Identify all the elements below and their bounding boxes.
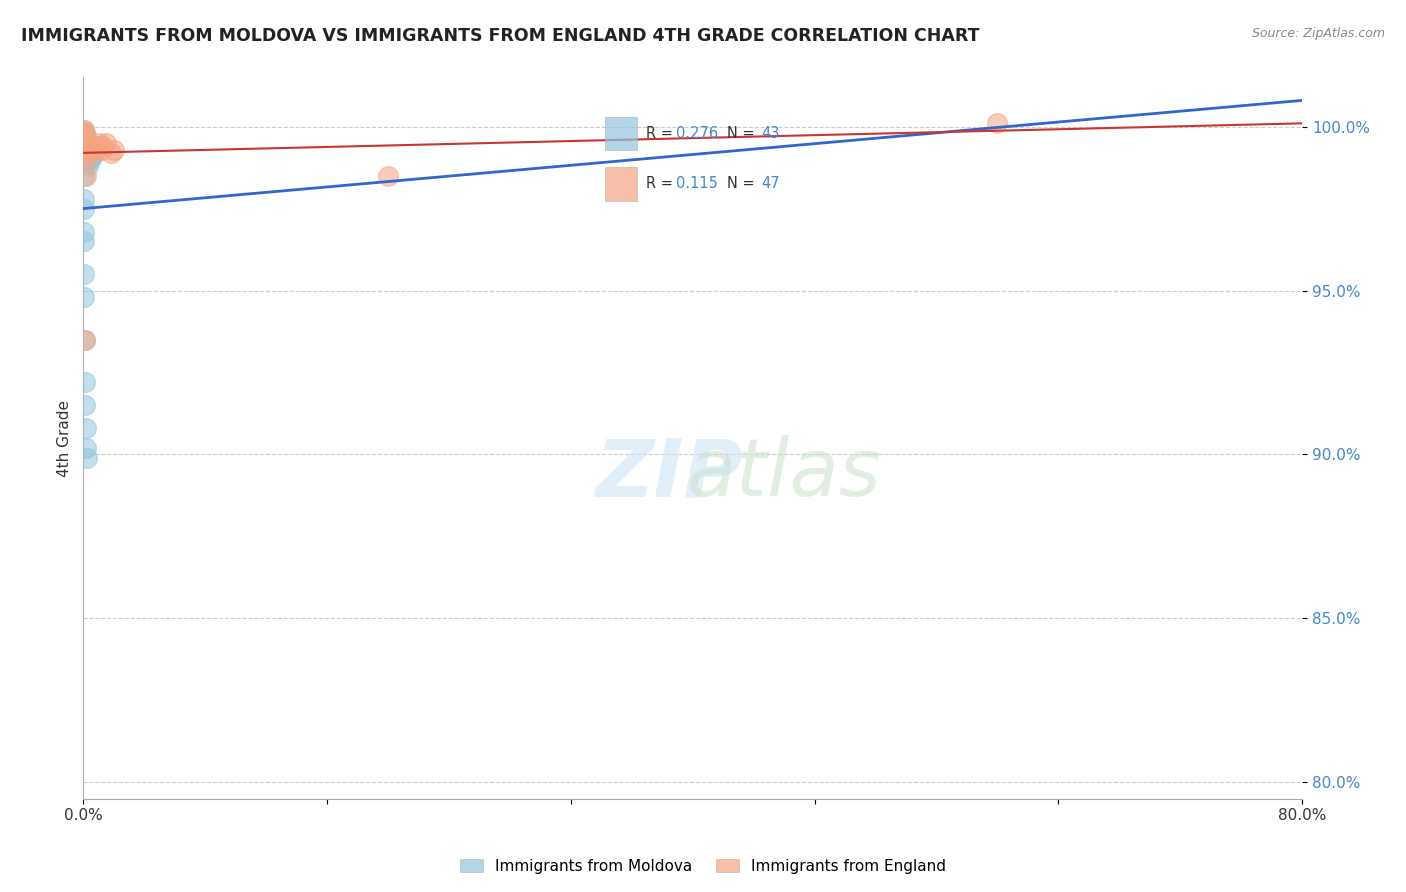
Point bbox=[86, 139, 108, 153]
Point bbox=[76, 143, 98, 157]
Point bbox=[75, 169, 97, 183]
Point bbox=[80, 153, 103, 167]
Text: ZIP: ZIP bbox=[595, 435, 742, 513]
Point bbox=[90, 143, 112, 157]
Point bbox=[377, 169, 399, 183]
Point bbox=[79, 139, 101, 153]
Point bbox=[73, 126, 96, 140]
Point bbox=[76, 136, 98, 150]
Point bbox=[75, 136, 97, 150]
Point bbox=[73, 235, 96, 249]
Y-axis label: 4th Grade: 4th Grade bbox=[58, 400, 72, 476]
Point bbox=[77, 143, 100, 157]
Point bbox=[75, 136, 97, 150]
Point bbox=[75, 139, 97, 153]
Point bbox=[77, 153, 100, 167]
Point bbox=[79, 143, 101, 157]
Point bbox=[73, 123, 96, 137]
Point bbox=[76, 136, 98, 150]
Point bbox=[83, 145, 105, 160]
Point bbox=[89, 139, 111, 153]
Point bbox=[76, 153, 98, 167]
Point bbox=[73, 126, 96, 140]
Point bbox=[84, 143, 107, 157]
Point bbox=[82, 149, 104, 163]
Point bbox=[75, 143, 97, 157]
Text: Source: ZipAtlas.com: Source: ZipAtlas.com bbox=[1251, 27, 1385, 40]
Point bbox=[73, 133, 96, 147]
Point bbox=[72, 123, 94, 137]
Point bbox=[75, 421, 97, 435]
Point bbox=[73, 333, 96, 347]
Point bbox=[79, 149, 101, 163]
Point bbox=[73, 126, 96, 140]
Point bbox=[94, 136, 117, 150]
Point bbox=[73, 290, 96, 304]
Legend: Immigrants from Moldova, Immigrants from England: Immigrants from Moldova, Immigrants from… bbox=[454, 853, 952, 880]
Point bbox=[76, 143, 98, 157]
Point bbox=[83, 139, 105, 153]
Point bbox=[75, 136, 97, 150]
Point bbox=[103, 143, 125, 157]
Point bbox=[76, 450, 98, 465]
Point bbox=[82, 143, 104, 157]
Text: IMMIGRANTS FROM MOLDOVA VS IMMIGRANTS FROM ENGLAND 4TH GRADE CORRELATION CHART: IMMIGRANTS FROM MOLDOVA VS IMMIGRANTS FR… bbox=[21, 27, 980, 45]
Point bbox=[76, 143, 98, 157]
Point bbox=[84, 143, 107, 157]
Point bbox=[82, 139, 104, 153]
Point bbox=[73, 129, 96, 144]
Point bbox=[79, 136, 101, 150]
Point bbox=[76, 153, 98, 167]
Text: atlas: atlas bbox=[686, 435, 882, 513]
Point bbox=[72, 192, 94, 206]
Point bbox=[75, 441, 97, 455]
Point bbox=[77, 145, 100, 160]
Point bbox=[76, 159, 98, 173]
Point bbox=[75, 145, 97, 160]
Point bbox=[73, 126, 96, 140]
Point bbox=[75, 398, 97, 412]
Point bbox=[76, 143, 98, 157]
Point bbox=[75, 136, 97, 150]
Point bbox=[986, 116, 1008, 130]
Point bbox=[73, 129, 96, 144]
Point bbox=[72, 169, 94, 183]
Point bbox=[75, 139, 97, 153]
Point bbox=[76, 139, 98, 153]
Point bbox=[75, 133, 97, 147]
Point bbox=[79, 149, 101, 163]
Point bbox=[87, 136, 110, 150]
Point bbox=[77, 153, 100, 167]
Point bbox=[77, 139, 100, 153]
Point bbox=[80, 143, 103, 157]
Point bbox=[77, 145, 100, 160]
Point bbox=[73, 133, 96, 147]
Point bbox=[79, 139, 101, 153]
Point bbox=[73, 129, 96, 144]
Point bbox=[72, 202, 94, 216]
Point bbox=[75, 333, 97, 347]
Point bbox=[75, 139, 97, 153]
Point bbox=[73, 126, 96, 140]
Point bbox=[76, 139, 98, 153]
Point bbox=[73, 267, 96, 281]
Point bbox=[80, 139, 103, 153]
Point bbox=[77, 136, 100, 150]
Point bbox=[76, 155, 98, 169]
Point bbox=[100, 145, 122, 160]
Point bbox=[75, 149, 97, 163]
Point bbox=[91, 139, 114, 153]
Point bbox=[76, 139, 98, 153]
Point bbox=[83, 143, 105, 157]
Point bbox=[73, 136, 96, 150]
Point bbox=[75, 143, 97, 157]
Point bbox=[73, 133, 96, 147]
Point bbox=[73, 225, 96, 239]
Point bbox=[75, 129, 97, 144]
Point bbox=[76, 136, 98, 150]
Point bbox=[73, 376, 96, 390]
